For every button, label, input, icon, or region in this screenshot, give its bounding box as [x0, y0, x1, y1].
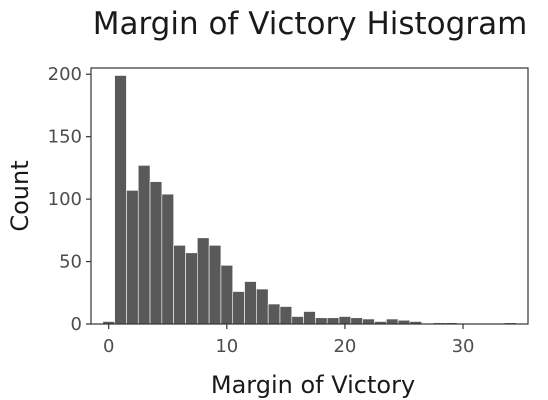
histogram-bar — [208, 245, 222, 325]
y-axis-label: Count — [6, 160, 34, 231]
histogram-bar — [220, 265, 234, 325]
histogram-bar — [173, 245, 186, 325]
y-tick-label: 200 — [48, 64, 82, 85]
histogram-bar — [338, 316, 352, 325]
histogram-bar — [114, 75, 127, 325]
histogram-bar — [244, 281, 257, 325]
histogram-bar — [126, 190, 139, 325]
histogram-bar — [326, 317, 340, 325]
x-tick-label: 30 — [452, 336, 475, 357]
y-tick-label: 0 — [71, 314, 82, 335]
x-tick-label: 10 — [215, 336, 238, 357]
histogram-bar — [267, 303, 281, 325]
histogram-bar — [232, 291, 245, 325]
histogram-bar — [137, 165, 151, 325]
histogram-bar — [291, 316, 304, 325]
x-axis: 0 10 20 30 — [103, 324, 475, 357]
histogram-bar — [303, 311, 316, 325]
histogram-bar — [362, 318, 375, 325]
histogram-bar — [197, 237, 210, 325]
y-tick-label: 50 — [59, 252, 82, 273]
y-axis: 0 50 100 150 200 — [48, 64, 91, 335]
histogram-bar — [185, 252, 198, 325]
histogram-bar — [256, 288, 269, 325]
histogram-bar — [279, 306, 293, 325]
plot-panel — [90, 67, 529, 325]
histogram-bar — [149, 181, 163, 325]
x-tick-label: 20 — [333, 336, 356, 357]
chart-title: Margin of Victory Histogram — [93, 6, 528, 42]
histogram-bar — [161, 193, 174, 325]
histogram-bar — [315, 317, 328, 325]
y-tick-label: 100 — [48, 189, 82, 210]
y-tick-label: 150 — [48, 127, 82, 148]
histogram-bar — [350, 317, 363, 325]
x-axis-label: Margin of Victory — [211, 371, 415, 399]
histogram-bar — [385, 318, 399, 325]
x-tick-label: 0 — [103, 336, 114, 357]
bars-layer — [102, 75, 517, 325]
